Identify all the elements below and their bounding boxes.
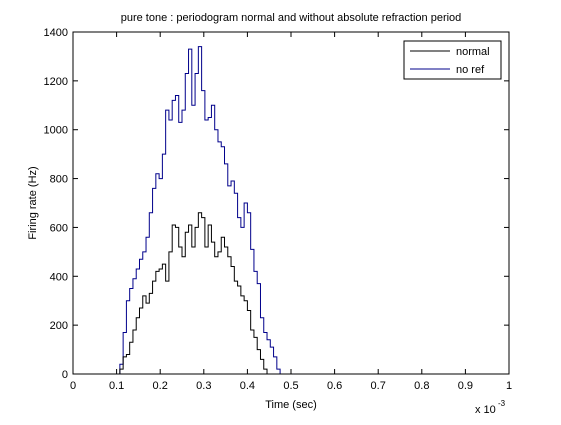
x-tick-label: 1: [506, 380, 512, 392]
legend-label-no-ref: no ref: [456, 64, 485, 76]
plot-area: [73, 32, 509, 374]
y-tick-label: 800: [50, 174, 68, 186]
x-tick-label: 0.6: [327, 380, 342, 392]
x-tick-label: 0.8: [414, 380, 429, 392]
x-tick-label: 0.3: [196, 380, 211, 392]
x-exponent-power: -3: [498, 399, 506, 408]
legend-label-normal: normal: [456, 46, 490, 58]
legend: normal no ref: [404, 41, 501, 79]
y-tick-label: 400: [50, 271, 68, 283]
y-tick-label: 0: [62, 369, 68, 381]
chart-title: pure tone : periodogram normal and witho…: [121, 12, 462, 24]
y-tick-label: 600: [50, 222, 68, 234]
y-tick-label: 1200: [44, 76, 68, 88]
x-tick-label: 0.9: [458, 380, 473, 392]
x-axis-label: Time (sec): [265, 399, 317, 411]
x-axis-exponent: x 10 -3: [475, 399, 506, 416]
x-exponent-base: x 10: [475, 404, 496, 416]
x-tick-label: 0.1: [109, 380, 124, 392]
y-axis-label: Firing rate (Hz): [27, 166, 39, 239]
y-tick-label: 200: [50, 320, 68, 332]
x-tick-label: 0.7: [371, 380, 386, 392]
x-tick-label: 0.5: [283, 380, 298, 392]
y-tick-label: 1000: [44, 125, 68, 137]
x-tick-label: 0.2: [153, 380, 168, 392]
x-tick-label: 0.4: [240, 380, 255, 392]
y-tick-label: 1400: [44, 27, 68, 39]
x-tick-label: 0: [70, 380, 76, 392]
